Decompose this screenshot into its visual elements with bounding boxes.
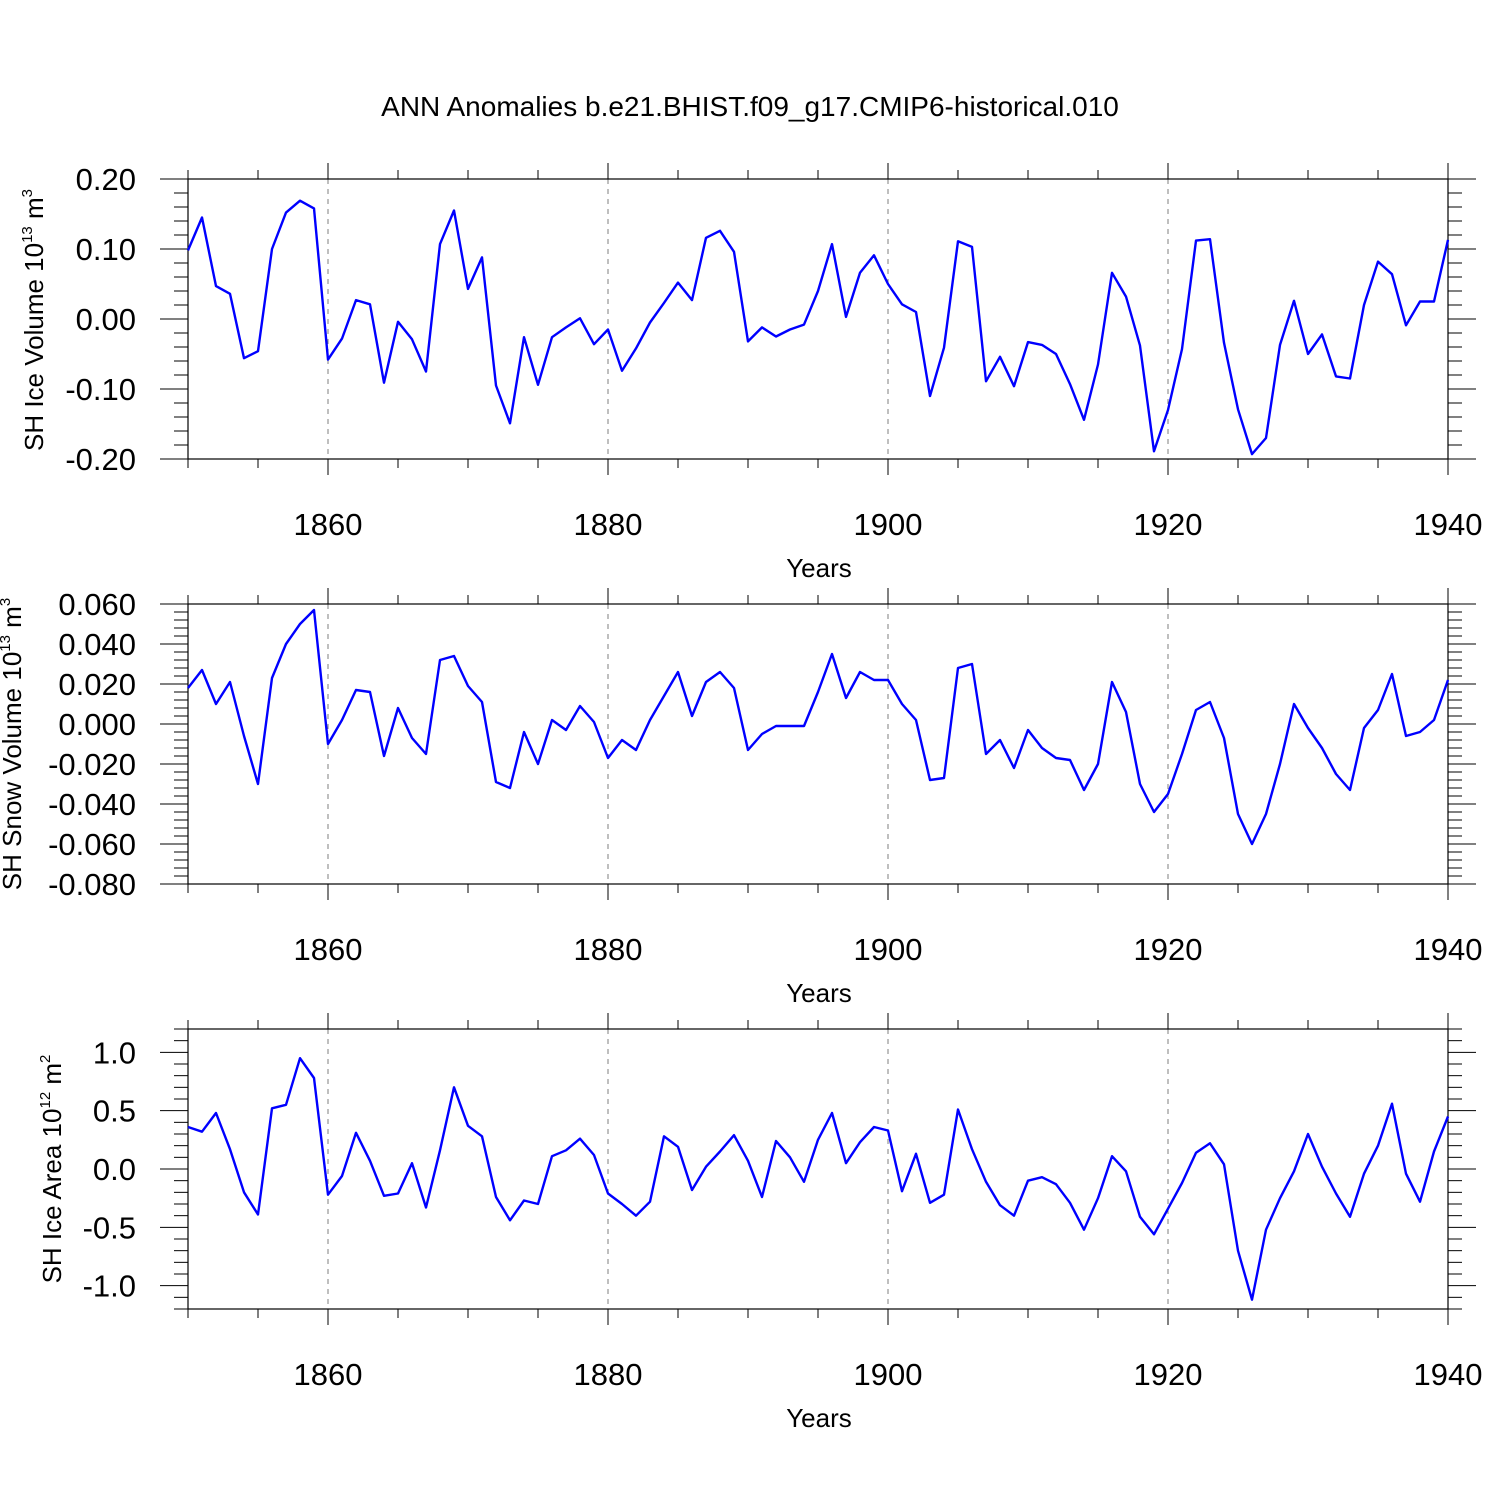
snow-volume-xtick-label-1860: 1860 (294, 932, 363, 967)
snow-volume-ytick-label-0.040: 0.040 (58, 627, 136, 662)
ice-volume-xtick-label-1940: 1940 (1414, 507, 1483, 542)
snow-volume-ytick-label-0.020: 0.020 (58, 667, 136, 702)
snow-volume-ytick-label--0.080: -0.080 (48, 867, 136, 902)
ice-area-xlabel: Years (786, 1403, 852, 1433)
snow-volume-xtick-label-1880: 1880 (574, 932, 643, 967)
ice-area-xtick-label-1900: 1900 (854, 1357, 923, 1392)
ice-volume-ytick-label-0.20: 0.20 (76, 162, 136, 197)
ice-area-ytick-label-0.5: 0.5 (93, 1094, 136, 1129)
ice-volume-panel: SH Ice Volume 1013 m3 Years 1860 1880 1900… (19, 162, 1482, 583)
snow-volume-ytick-label--0.040: -0.040 (48, 787, 136, 822)
snow-volume-plot-frame (187, 603, 1449, 885)
snow-volume-xtick-label-1900: 1900 (854, 932, 923, 967)
ice-area-ytick-label-1.0: 1.0 (93, 1035, 136, 1070)
ice-volume-xtick-label-1900: 1900 (854, 507, 923, 542)
ice-volume-plot-frame (187, 178, 1449, 460)
snow-volume-xtick-label-1940: 1940 (1414, 932, 1483, 967)
ice-area-series-line (187, 1056, 1450, 1301)
ice-volume-ytick-label-0.00: 0.00 (76, 302, 136, 337)
snow-volume-panel: SH Snow Volume 1013 m3 Years 1860 1880 190… (0, 587, 1482, 1008)
ice-volume-ytick-label--0.20: -0.20 (65, 442, 136, 477)
ice-area-xtick-label-1920: 1920 (1134, 1357, 1203, 1392)
snow-volume-ytick-label--0.020: -0.020 (48, 747, 136, 782)
snow-volume-ylabel: SH Snow Volume 1013 m3 (0, 598, 27, 890)
snow-volume-xtick-label-1920: 1920 (1134, 932, 1203, 967)
chart-title: ANN Anomalies b.e21.BHIST.f09_g17.CMIP6-… (381, 91, 1119, 122)
ice-area-ylabel: SH Ice Area 1012 m2 (37, 1055, 67, 1284)
ice-volume-xlabel: Years (786, 553, 852, 583)
snow-volume-xlabel: Years (786, 978, 852, 1008)
snow-volume-series-line (187, 608, 1450, 846)
ice-volume-xtick-label-1860: 1860 (294, 507, 363, 542)
ice-area-xtick-label-1940: 1940 (1414, 1357, 1483, 1392)
ice-volume-series-line (186, 199, 1450, 456)
snow-volume-ytick-label-0.000: 0.000 (58, 707, 136, 742)
ice-area-panel: SH Ice Area 1012 m2 Years 1860 1880 1900 19… (37, 1013, 1482, 1433)
snow-volume-ytick-label--0.060: -0.060 (48, 827, 136, 862)
ice-area-ytick-label-0.0: 0.0 (93, 1152, 136, 1187)
ice-area-xtick-label-1860: 1860 (294, 1357, 363, 1392)
ice-area-ytick-label--1.0: -1.0 (83, 1269, 136, 1304)
ice-volume-ytick-label-0.10: 0.10 (76, 232, 136, 267)
ice-volume-xtick-label-1920: 1920 (1134, 507, 1203, 542)
ice-volume-ytick-label--0.10: -0.10 (65, 372, 136, 407)
snow-volume-ytick-label-0.060: 0.060 (58, 587, 136, 622)
ice-volume-xtick-label-1880: 1880 (574, 507, 643, 542)
ice-volume-ylabel: SH Ice Volume 1013 m3 (19, 189, 49, 451)
ice-area-ytick-label--0.5: -0.5 (83, 1210, 136, 1245)
ice-area-xtick-label-1880: 1880 (574, 1357, 643, 1392)
